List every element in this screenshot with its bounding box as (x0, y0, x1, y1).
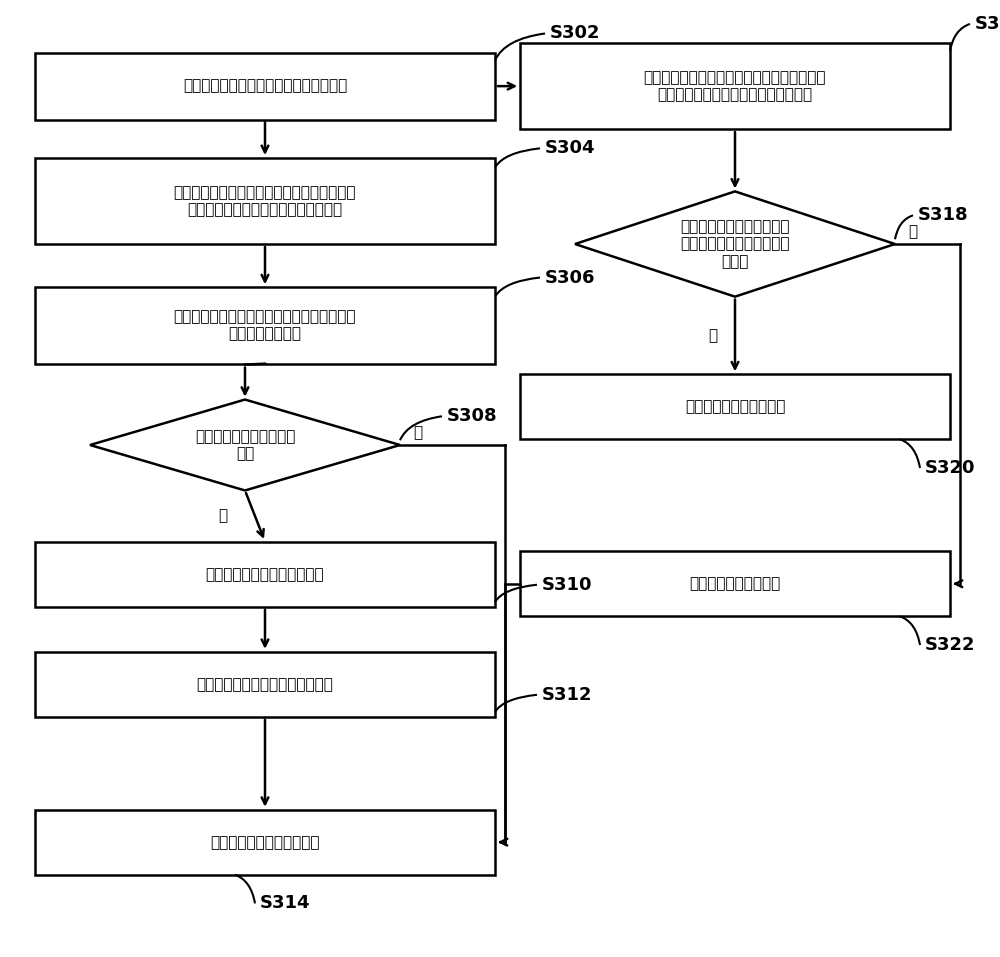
Text: S312: S312 (542, 686, 592, 703)
Text: S318: S318 (918, 207, 969, 224)
FancyBboxPatch shape (520, 374, 950, 439)
Text: S302: S302 (550, 25, 600, 42)
Text: 从压机区域中重新调取: 从压机区域中重新调取 (689, 576, 781, 591)
Text: S322: S322 (925, 636, 975, 654)
Text: 从压机区域中调取相应类型的压机总成，并通
过压机总成运输线向压机安装工位输送: 从压机区域中调取相应类型的压机总成，并通 过压机总成运输线向压机安装工位输送 (644, 70, 826, 102)
Text: S316: S316 (975, 15, 1000, 33)
Text: 将压机总成送入对应的压机区域中: 将压机总成送入对应的压机区域中 (197, 677, 333, 692)
Text: 继续运输至压机安装工位: 继续运输至压机安装工位 (685, 399, 785, 414)
Text: S306: S306 (545, 269, 596, 286)
Text: 应有部件信息与实物信息
一致: 应有部件信息与实物信息 一致 (195, 429, 295, 461)
Text: 否: 否 (413, 425, 423, 440)
Text: 压机总成运输线上传输的压
机总成的类型与箱体的型号
相匹配: 压机总成运输线上传输的压 机总成的类型与箱体的型号 相匹配 (680, 219, 790, 269)
Text: 否: 否 (908, 224, 918, 239)
FancyBboxPatch shape (35, 542, 495, 607)
Text: S320: S320 (925, 459, 975, 477)
FancyBboxPatch shape (35, 287, 495, 364)
Text: S308: S308 (447, 408, 498, 425)
FancyBboxPatch shape (35, 53, 495, 120)
FancyBboxPatch shape (520, 551, 950, 616)
FancyBboxPatch shape (35, 158, 495, 244)
Polygon shape (90, 400, 400, 490)
FancyBboxPatch shape (35, 652, 495, 717)
Text: 分别获取压机总成装配线上传输的压机总成的
各部件的实物信息: 分别获取压机总成装配线上传输的压机总成的 各部件的实物信息 (174, 309, 356, 342)
Text: 提示压机总成与箱体不匹配: 提示压机总成与箱体不匹配 (210, 835, 320, 850)
Text: S310: S310 (542, 576, 592, 593)
Text: 根据型号信息确定对应的压机总成的类型，并
确定该类压机总成对应的应有部件信息: 根据型号信息确定对应的压机总成的类型，并 确定该类压机总成对应的应有部件信息 (174, 185, 356, 217)
Text: S314: S314 (260, 895, 310, 912)
FancyBboxPatch shape (35, 810, 495, 875)
Text: 是: 是 (218, 508, 228, 523)
Text: 获取箱体装配线上传输的箱体的型号信息: 获取箱体装配线上传输的箱体的型号信息 (183, 78, 347, 94)
Text: S304: S304 (545, 140, 596, 157)
Polygon shape (575, 191, 895, 297)
Text: 是: 是 (708, 328, 718, 343)
FancyBboxPatch shape (520, 43, 950, 129)
Text: 将压机总成标识为对应的类型: 将压机总成标识为对应的类型 (206, 567, 324, 582)
